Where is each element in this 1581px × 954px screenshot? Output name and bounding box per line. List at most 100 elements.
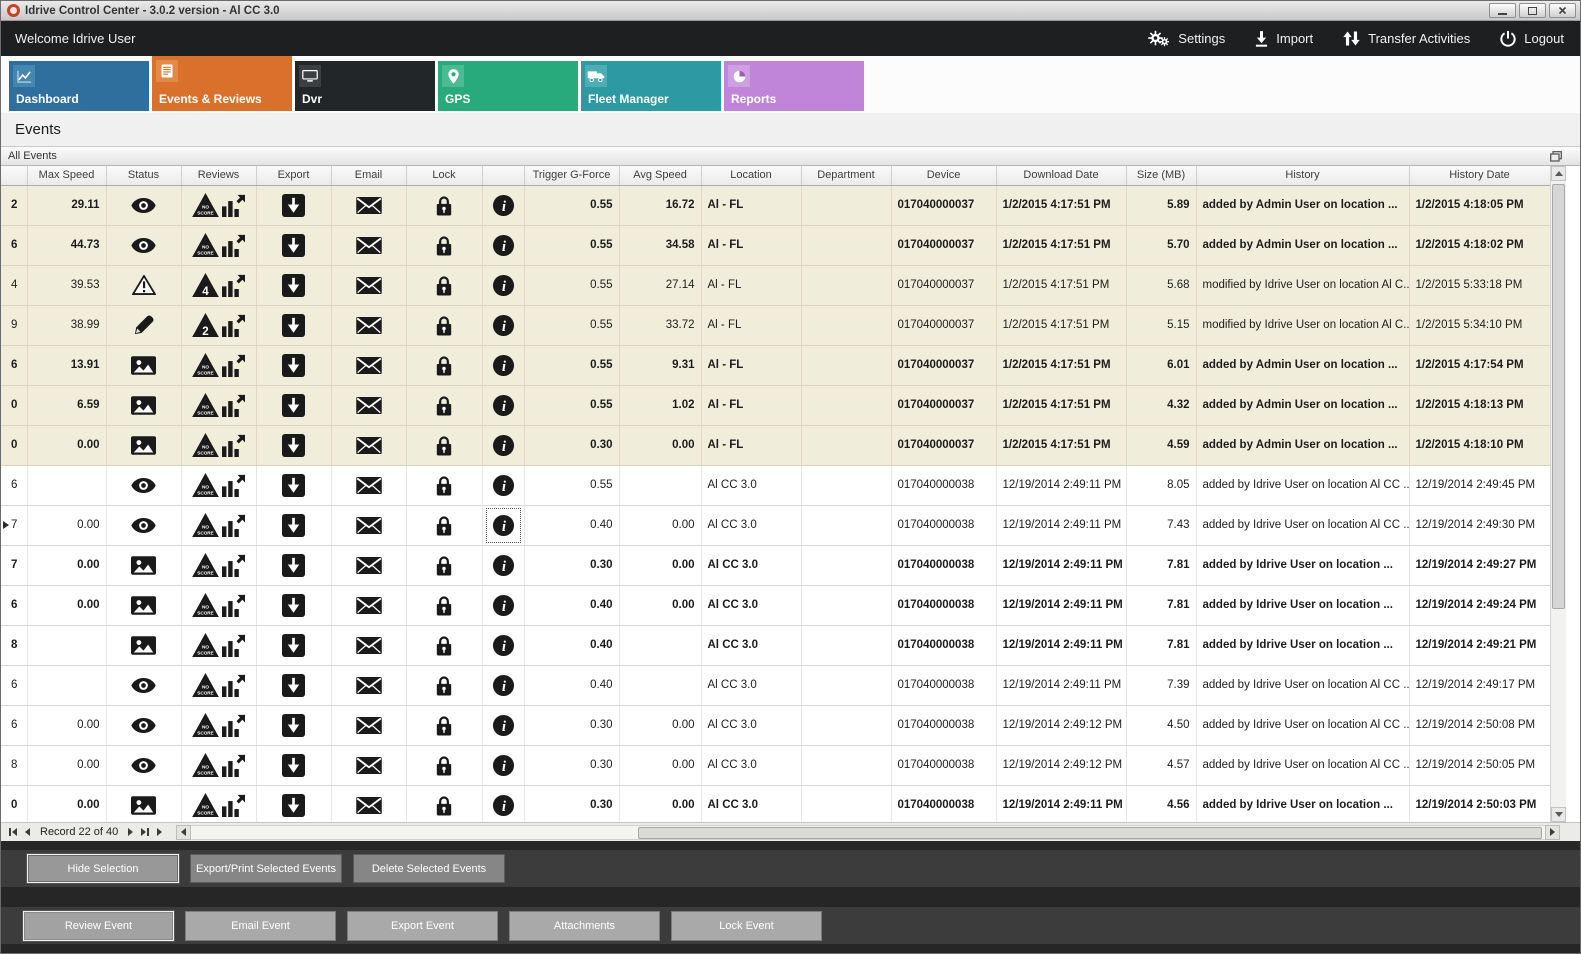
reviews-cell[interactable]: NO SCORE (181, 585, 257, 626)
tab-dashboard[interactable]: Dashboard (9, 61, 149, 111)
col-header-status[interactable]: Status (106, 166, 182, 186)
col-header-reviews[interactable]: Reviews (181, 166, 257, 186)
col-header-location[interactable]: Location (701, 166, 802, 186)
maximize-button[interactable] (1519, 3, 1546, 18)
lock-cell[interactable] (406, 745, 483, 786)
export-cell[interactable] (256, 305, 332, 346)
event-row[interactable]: 0 6.59 NO SCORE i 0.55 1.02 Al - FL 017040000037… (1, 385, 1551, 426)
lock-cell[interactable] (406, 705, 483, 746)
horizontal-scroll-track[interactable] (191, 824, 1545, 840)
col-header-device[interactable]: Device (891, 166, 997, 186)
info-cell[interactable]: i (482, 665, 525, 706)
lock-cell[interactable] (406, 225, 483, 266)
reviews-cell[interactable]: NO SCORE (181, 345, 257, 386)
tab-dvr[interactable]: Dvr (295, 61, 435, 111)
reviews-cell[interactable]: NO SCORE (181, 625, 257, 666)
email-cell[interactable] (331, 505, 407, 546)
email-cell[interactable] (331, 185, 407, 226)
col-header-max_speed[interactable]: Max Speed (27, 166, 107, 186)
export-print-selected-events-button[interactable]: Export/Print Selected Events (190, 854, 342, 883)
reviews-cell[interactable]: NO SCORE (181, 225, 257, 266)
close-button[interactable] (1549, 3, 1576, 18)
info-cell[interactable]: i (482, 185, 525, 226)
col-header-email[interactable]: Email (331, 166, 407, 186)
tab-fleet-manager[interactable]: Fleet Manager (581, 61, 721, 111)
export-cell[interactable] (256, 665, 332, 706)
export-cell[interactable] (256, 385, 332, 426)
event-row[interactable]: 8 0.00 NO SCORE i 0.30 0.00 Al CC 3.0 0170400000… (1, 745, 1551, 786)
email-cell[interactable] (331, 585, 407, 626)
lock-cell[interactable] (406, 785, 483, 822)
transfer-activities-button[interactable]: Transfer Activities (1343, 31, 1470, 46)
info-cell[interactable]: i (482, 785, 525, 822)
lock-cell[interactable] (406, 545, 483, 586)
info-cell[interactable]: i (482, 745, 525, 786)
reviews-cell[interactable]: NO SCORE (181, 745, 257, 786)
email-event-button[interactable]: Email Event (185, 910, 336, 941)
event-row[interactable]: 4 39.53 4 i 0.55 27.14 Al - FL 017040000037 1/2/… (1, 265, 1551, 306)
first-record-button[interactable] (5, 826, 21, 838)
next-page-button[interactable] (153, 826, 166, 838)
review-event-button[interactable]: Review Event (23, 910, 174, 941)
reviews-cell[interactable]: 2 (181, 305, 257, 346)
info-cell[interactable]: i (482, 465, 525, 506)
col-header-lock[interactable]: Lock (406, 166, 483, 186)
event-row[interactable]: 6 44.73 NO SCORE i 0.55 34.58 Al - FL 0170400000… (1, 225, 1551, 266)
scroll-down-button[interactable] (1551, 807, 1566, 822)
lock-cell[interactable] (406, 585, 483, 626)
settings-button[interactable]: Settings (1148, 29, 1225, 48)
lock-cell[interactable] (406, 185, 483, 226)
info-cell[interactable]: i (482, 505, 525, 546)
email-cell[interactable] (331, 465, 407, 506)
scroll-left-button[interactable] (176, 824, 192, 840)
lock-cell[interactable] (406, 425, 483, 466)
lock-cell[interactable] (406, 385, 483, 426)
export-cell[interactable] (256, 785, 332, 822)
email-cell[interactable] (331, 225, 407, 266)
reviews-cell[interactable]: NO SCORE (181, 185, 257, 226)
col-header-trigger[interactable]: Trigger G-Force (524, 166, 620, 186)
event-row[interactable]: 0 0.00 NO SCORE i 0.30 0.00 Al CC 3.0 0170400000… (1, 785, 1551, 822)
reviews-cell[interactable]: NO SCORE (181, 705, 257, 746)
email-cell[interactable] (331, 625, 407, 666)
event-row[interactable]: 9 38.99 2 i 0.55 33.72 Al - FL 017040000037 1/2/… (1, 305, 1551, 346)
event-row[interactable]: 6 0.00 NO SCORE i 0.30 0.00 Al CC 3.0 0170400000… (1, 705, 1551, 746)
export-cell[interactable] (256, 505, 332, 546)
minimize-button[interactable] (1489, 3, 1516, 18)
info-cell[interactable]: i (482, 545, 525, 586)
horizontal-scroll-thumb[interactable] (638, 826, 1542, 839)
lock-cell[interactable] (406, 625, 483, 666)
col-header-export[interactable]: Export (256, 166, 332, 186)
col-header-info[interactable] (482, 166, 525, 186)
export-cell[interactable] (256, 745, 332, 786)
lock-cell[interactable] (406, 345, 483, 386)
scroll-right-button[interactable] (1545, 824, 1560, 840)
export-cell[interactable] (256, 585, 332, 626)
export-cell[interactable] (256, 265, 332, 306)
event-row[interactable]: 2 29.11 NO SCORE i 0.55 16.72 Al - FL 0170400000… (1, 185, 1551, 226)
col-header-edge[interactable] (1, 166, 28, 186)
col-header-download_date[interactable]: Download Date (996, 166, 1127, 186)
email-cell[interactable] (331, 425, 407, 466)
lock-cell[interactable] (406, 505, 483, 546)
info-cell[interactable]: i (482, 345, 525, 386)
lock-cell[interactable] (406, 665, 483, 706)
import-button[interactable]: Import (1255, 30, 1313, 47)
event-row[interactable]: 6 13.91 NO SCORE i 0.55 9.31 Al - FL 01704000003… (1, 345, 1551, 386)
info-cell[interactable]: i (482, 705, 525, 746)
export-cell[interactable] (256, 425, 332, 466)
export-cell[interactable] (256, 345, 332, 386)
col-header-history[interactable]: History (1196, 166, 1410, 186)
export-cell[interactable] (256, 705, 332, 746)
email-cell[interactable] (331, 305, 407, 346)
horizontal-scrollbar[interactable] (176, 824, 1560, 840)
export-cell[interactable] (256, 545, 332, 586)
info-cell[interactable]: i (482, 265, 525, 306)
next-record-button[interactable] (124, 826, 137, 838)
lock-cell[interactable] (406, 465, 483, 506)
lock-event-button[interactable]: Lock Event (671, 910, 822, 941)
attachments-button[interactable]: Attachments (509, 910, 660, 941)
hide-selection-button[interactable]: Hide Selection (27, 854, 179, 883)
info-cell[interactable]: i (482, 625, 525, 666)
export-cell[interactable] (256, 465, 332, 506)
